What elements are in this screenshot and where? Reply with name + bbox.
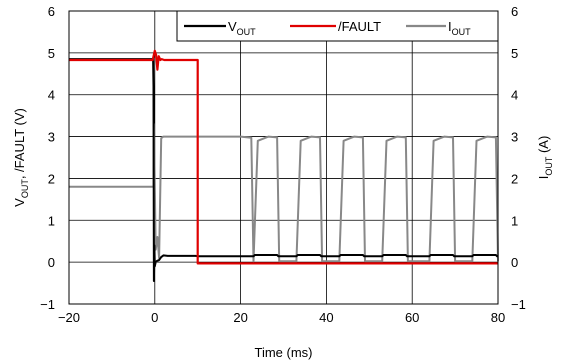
y-right-tick-label: 2 bbox=[511, 171, 518, 186]
legend-label: IOUT bbox=[448, 19, 471, 37]
y-right-tick-label: 4 bbox=[511, 88, 518, 103]
series-line-iout bbox=[69, 123, 499, 263]
y-right-tick-label: 0 bbox=[511, 255, 518, 270]
x-tick-label: 20 bbox=[233, 310, 247, 325]
y-left-tick-label: 3 bbox=[48, 130, 55, 145]
y-left-tick-label: 6 bbox=[48, 4, 55, 19]
ticks: −20 0 20 40 60 80 −1 −1 0 0 1 1 2 2 3 3 4 4 5 5 6 6 bbox=[40, 4, 526, 325]
y-right-tick-label: 6 bbox=[511, 4, 518, 19]
y-left-tick-label: 4 bbox=[48, 88, 55, 103]
y-right-tick-label: −1 bbox=[511, 297, 526, 312]
y-right-axis-title: IOUT (A) bbox=[536, 136, 554, 180]
y-right-tick-label: 1 bbox=[511, 213, 518, 228]
y-left-tick-label: 2 bbox=[48, 171, 55, 186]
y-left-tick-label: 1 bbox=[48, 213, 55, 228]
x-tick-label: 40 bbox=[319, 310, 333, 325]
y-left-tick-label: −1 bbox=[40, 297, 55, 312]
legend-label: VOUT bbox=[228, 19, 256, 37]
x-tick-label: −20 bbox=[58, 310, 80, 325]
x-axis-title: Time (ms) bbox=[254, 345, 312, 360]
legend-label: /FAULT bbox=[338, 19, 381, 34]
series-line-fault bbox=[69, 49, 498, 265]
y-right-tick-label: 3 bbox=[511, 130, 518, 145]
y-left-tick-label: 0 bbox=[48, 255, 55, 270]
axis-titles: Time (ms) VOUT, /FAULT (V) IOUT (A) bbox=[12, 108, 554, 360]
legend: VOUT/FAULT IOUT bbox=[176, 10, 499, 42]
y-left-axis-title: VOUT, /FAULT (V) bbox=[12, 108, 30, 207]
series-layer bbox=[69, 49, 499, 282]
x-tick-label: 80 bbox=[491, 310, 505, 325]
y-right-tick-label: 5 bbox=[511, 46, 518, 61]
x-tick-label: 60 bbox=[405, 310, 419, 325]
series-line-vout bbox=[69, 58, 499, 282]
x-tick-label: 0 bbox=[151, 310, 158, 325]
y-left-tick-label: 5 bbox=[48, 46, 55, 61]
